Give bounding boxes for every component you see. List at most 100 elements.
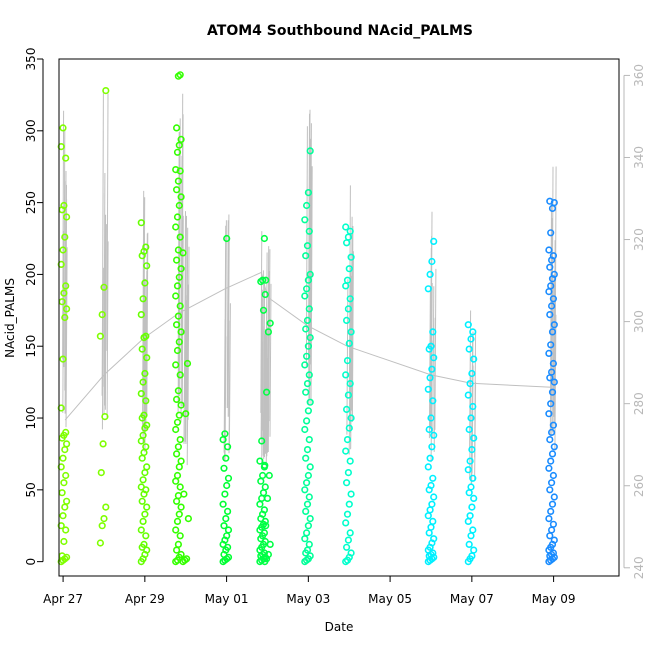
data-point [426,454,434,462]
data-point [549,252,558,260]
data-point [470,494,478,503]
data-point [467,414,475,422]
data-point [343,357,352,365]
data-point [342,223,350,231]
data-point [306,398,314,406]
data-point [220,464,228,472]
data-point [306,147,314,155]
data-point [222,514,230,523]
data-point [172,166,180,174]
y2-tick-label: 300 [632,310,646,333]
data-point [176,532,184,540]
data-point [550,270,558,279]
y2-tick-label: 240 [632,556,646,579]
data-point [143,262,151,270]
data-point [180,490,188,498]
data-point [259,471,267,480]
data-point [302,252,310,260]
data-point [546,311,554,319]
data-point [96,539,104,547]
data-point [428,365,436,373]
data-point [304,407,313,415]
data-point [100,514,108,523]
data-point [137,219,145,227]
data-point [102,503,110,511]
data-point [343,276,352,284]
data-point [305,227,313,235]
data-point [466,457,474,465]
data-point [304,471,313,480]
data-point [347,253,355,261]
data-point [139,476,147,484]
data-point [177,550,185,559]
data-point [545,514,553,523]
data-point [137,483,145,491]
data-point [343,479,351,487]
data-point [176,233,184,241]
data-point [57,404,65,412]
y-axis-label: NAcid_PALMS [3,278,17,358]
data-point [303,380,312,388]
x-tick-label: Apr 27 [43,592,83,606]
data-point [345,424,353,432]
data-point [467,483,475,491]
data-point [303,500,312,508]
data-point [261,461,269,470]
data-point [305,436,313,444]
data-point [176,436,184,444]
data-point [465,425,473,434]
data-point [98,522,106,530]
data-point [222,454,230,462]
data-point [306,463,314,471]
data-point [140,540,148,549]
data-point [57,463,65,471]
data-point [468,503,476,511]
data-point [223,234,231,243]
data-point [139,378,147,386]
data-point [429,474,437,482]
data-point [545,349,553,358]
y-tick-label: 0 [24,558,38,566]
data-point [62,440,71,448]
data-point [143,463,151,471]
data-point [424,463,432,471]
data-point [425,425,433,434]
data-point [303,446,312,454]
plot-frame [58,58,620,577]
data-point [549,359,558,368]
data-point [345,265,353,273]
data-point [301,486,309,494]
x-tick-label: May 05 [368,592,412,606]
data-point [143,421,151,429]
data-point [547,282,555,290]
data-point [430,431,438,439]
data-point [262,522,270,530]
data-point [143,354,151,362]
data-point [550,536,558,544]
data-point [137,390,145,398]
data-point [343,405,351,414]
data-point [57,260,65,269]
data-point [429,397,437,405]
data-point [59,512,67,520]
data-point [97,469,105,477]
data-point [545,246,553,254]
data-point [426,374,434,382]
data-point [224,474,233,482]
data-point [545,464,553,472]
y-tick-label: 150 [24,335,38,358]
data-point [548,328,557,336]
data-point [173,213,182,221]
data-point [139,431,147,439]
data-point [469,328,477,336]
data-point [466,512,474,520]
data-point [262,276,270,284]
data-point [137,311,145,319]
data-point [98,311,106,319]
data-point [174,540,182,549]
data-point [139,517,147,526]
data-point [59,124,67,132]
data-point [176,302,184,310]
data-point [426,270,434,279]
